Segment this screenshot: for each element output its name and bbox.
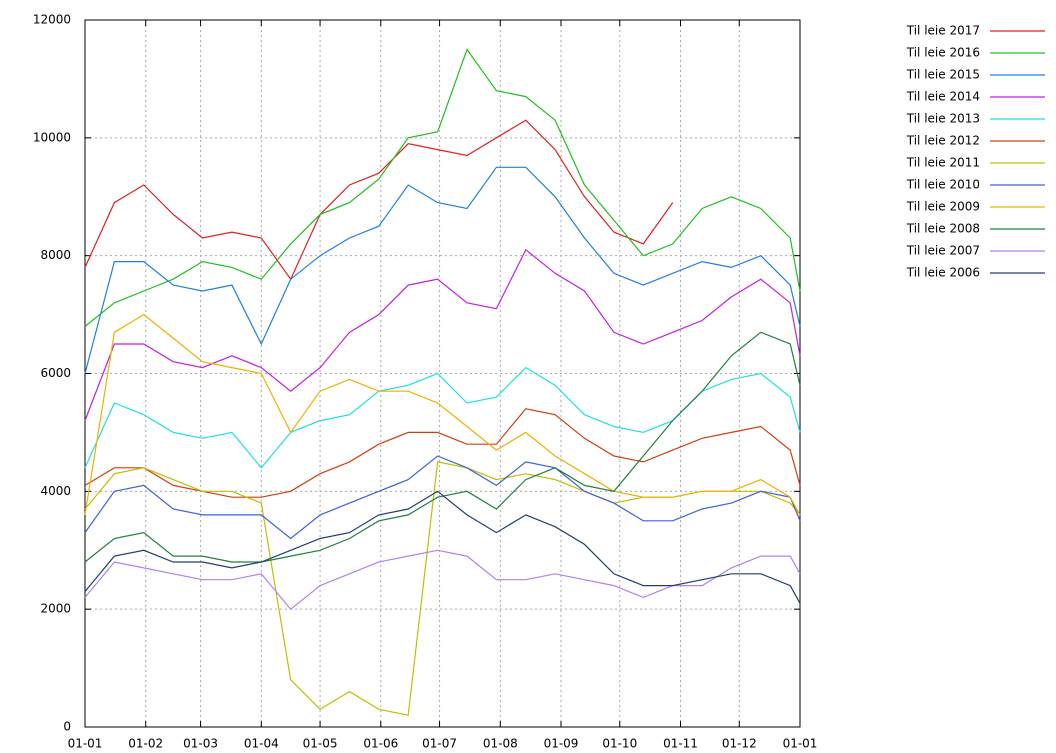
- x-tick-label: 01-06: [363, 737, 398, 751]
- legend-label: Til leie 2010: [906, 178, 980, 192]
- y-tick-label: 6000: [40, 366, 71, 380]
- x-tick-label: 01-08: [483, 737, 518, 751]
- series-line: [84, 166, 801, 374]
- legend-label: Til leie 2014: [906, 90, 980, 104]
- x-tick-label: 01-11: [663, 737, 698, 751]
- legend-label: Til leie 2006: [906, 266, 980, 280]
- series-line: [84, 248, 801, 421]
- series-line: [84, 549, 801, 611]
- x-tick-label: 01-04: [244, 737, 279, 751]
- legend-label: Til leie 2009: [906, 200, 980, 214]
- x-tick-label: 01-12: [722, 737, 757, 751]
- x-tick-label: 01-05: [303, 737, 338, 751]
- series-line: [84, 48, 801, 327]
- series-line: [84, 313, 801, 516]
- legend-label: Til leie 2008: [906, 222, 980, 236]
- y-tick-label: 4000: [40, 484, 71, 498]
- legend-label: Til leie 2012: [906, 134, 980, 148]
- y-tick-label: 0: [63, 720, 71, 734]
- series-line: [84, 119, 674, 281]
- series-line: [84, 331, 801, 563]
- legend-label: Til leie 2007: [906, 244, 980, 258]
- x-tick-label: 01-03: [183, 737, 218, 751]
- series-line: [84, 490, 801, 604]
- y-tick-label: 12000: [33, 13, 71, 27]
- legend-label: Til leie 2011: [906, 156, 980, 170]
- legend-label: Til leie 2016: [906, 46, 980, 60]
- legend-label: Til leie 2013: [906, 112, 980, 126]
- legend-label: Til leie 2015: [906, 68, 980, 82]
- y-tick-label: 2000: [40, 602, 71, 616]
- x-tick-label: 01-09: [544, 737, 579, 751]
- legend-label: Til leie 2017: [906, 24, 980, 38]
- x-tick-label: 01-07: [422, 737, 457, 751]
- x-tick-label: 01-01: [68, 737, 103, 751]
- series-line: [84, 455, 801, 540]
- series-line: [84, 408, 801, 498]
- x-tick-label: 01-01: [783, 737, 818, 751]
- y-tick-label: 8000: [40, 248, 71, 262]
- y-tick-label: 10000: [33, 130, 71, 144]
- x-tick-label: 01-10: [602, 737, 637, 751]
- x-tick-label: 01-02: [128, 737, 163, 751]
